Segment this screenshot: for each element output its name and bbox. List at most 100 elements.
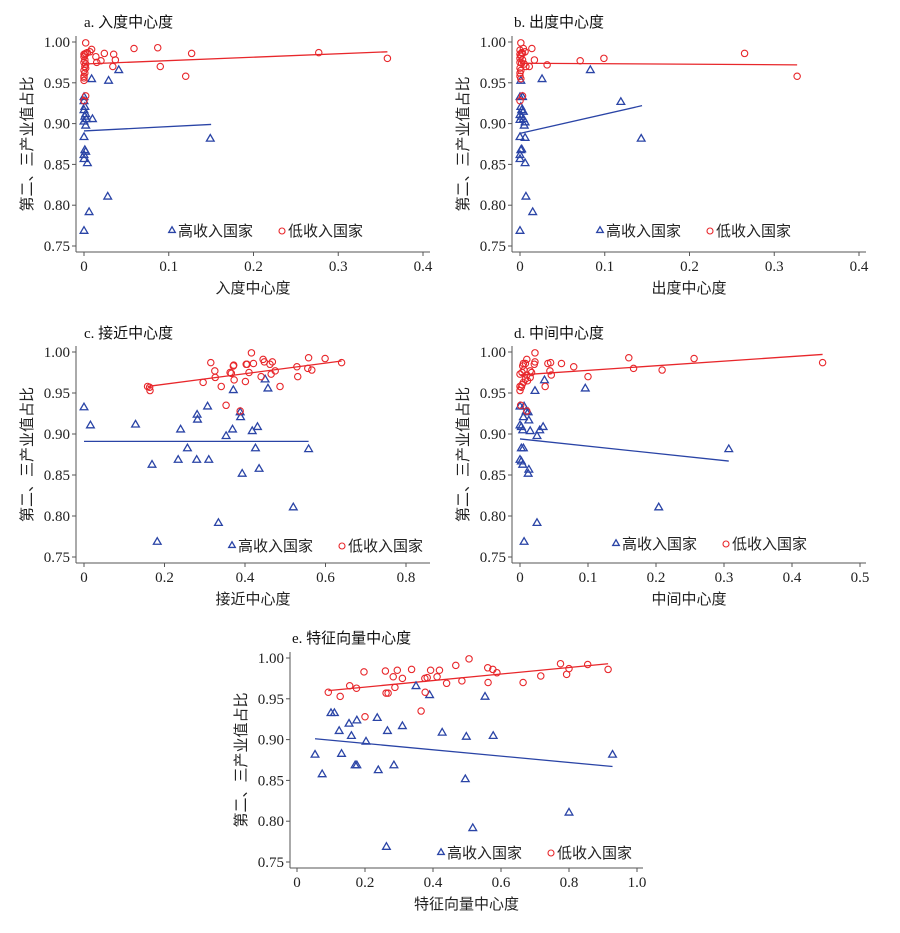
low-income-point xyxy=(516,386,524,395)
low-income-point xyxy=(100,49,109,58)
low-income-point xyxy=(435,666,444,674)
low-income-point xyxy=(519,678,527,687)
low-income-point xyxy=(523,376,532,385)
low-income-point xyxy=(407,665,416,674)
y-tick-label: 0.85 xyxy=(480,157,506,173)
high-income-point xyxy=(480,691,491,700)
low-income-point xyxy=(565,664,573,673)
low-income-point xyxy=(556,659,565,668)
low-income-point xyxy=(452,661,460,670)
high-income-point xyxy=(351,714,362,724)
legend-label-low-income: 低收入国家 xyxy=(716,222,791,240)
low-income-point xyxy=(245,368,253,377)
low-income-point xyxy=(423,673,431,682)
high-income-point xyxy=(80,120,91,129)
panel-d: d. 中间中心度 0.75 0.80 0.85 0.90 0.95 1.00 0 0.1 0.2 0… xyxy=(454,325,869,608)
x-tick-label: 0 xyxy=(80,259,88,275)
high-income-point xyxy=(518,442,529,452)
low-income-point xyxy=(81,39,90,47)
high-income-series xyxy=(79,64,216,234)
y-tick-label: 0.95 xyxy=(44,76,70,92)
legend-label-low-income: 低收入国家 xyxy=(348,537,423,555)
low-income-point xyxy=(271,367,279,375)
low-income-point xyxy=(87,45,96,54)
low-income-point xyxy=(181,72,190,81)
high-income-point xyxy=(461,731,472,740)
high-income-point xyxy=(488,730,499,740)
x-tick-label: 0.4 xyxy=(424,875,443,891)
high-income-point xyxy=(182,442,193,452)
legend-label-high-income: 高收入国家 xyxy=(606,222,681,240)
x-tick-label: 0 xyxy=(293,875,301,891)
high-income-series xyxy=(310,680,618,850)
low-income-point xyxy=(308,366,316,374)
high-income-point xyxy=(381,841,392,850)
low-income-point xyxy=(537,672,545,680)
high-income-point xyxy=(517,459,528,468)
high-income-point xyxy=(288,501,299,511)
low-income-point xyxy=(336,692,344,701)
y-tick-label: 1.00 xyxy=(44,345,70,361)
low-income-point xyxy=(541,382,549,391)
low-income-fit-line xyxy=(83,51,388,65)
high-income-point xyxy=(344,718,355,727)
high-income-point xyxy=(515,225,525,234)
x-tick-label: 0.2 xyxy=(647,570,666,586)
high-income-point xyxy=(564,807,574,816)
panel-b: b. 出度中心度 0.75 0.80 0.85 0.90 0.95 1.00 0 0.1 0.2 0… xyxy=(454,14,869,297)
legend-label-high-income: 高收入国家 xyxy=(238,537,313,555)
x-tick-label: 0.6 xyxy=(316,570,335,586)
low-income-series xyxy=(516,39,801,105)
y-tick-label: 0.75 xyxy=(44,550,70,566)
high-income-point xyxy=(515,114,525,124)
low-income-point xyxy=(543,61,551,69)
x-axis-title: 出度中心度 xyxy=(651,279,726,297)
y-tick-label: 0.80 xyxy=(44,509,70,525)
low-income-point xyxy=(268,358,277,366)
low-income-point xyxy=(690,354,698,363)
panel-c: c. 接近中心度 0.75 0.80 0.85 0.90 0.95 1.00 0 0.2 0.4 0… xyxy=(18,325,430,608)
legend-circle-icon xyxy=(706,227,714,235)
high-income-point xyxy=(515,75,526,84)
high-income-point xyxy=(228,384,239,394)
y-tick-label: 0.95 xyxy=(258,692,284,708)
high-income-point xyxy=(227,424,238,433)
high-income-point xyxy=(520,116,531,126)
high-income-point xyxy=(221,430,232,440)
low-income-point xyxy=(528,44,536,53)
low-income-point xyxy=(207,358,215,367)
low-income-series xyxy=(324,655,612,721)
x-tick-label: 0.2 xyxy=(244,259,263,275)
low-income-point xyxy=(324,688,333,697)
high-income-point xyxy=(424,689,435,699)
low-income-point xyxy=(293,372,302,381)
low-income-point xyxy=(360,668,368,676)
high-income-point xyxy=(519,120,530,129)
y-tick-label: 0.90 xyxy=(44,427,70,443)
high-income-point xyxy=(329,707,340,717)
high-income-point xyxy=(79,401,89,411)
y-tick-label: 1.00 xyxy=(480,35,506,51)
low-income-point xyxy=(345,681,354,690)
high-income-point xyxy=(79,149,89,159)
legend-label-high-income: 高收入国家 xyxy=(622,535,697,553)
high-income-point xyxy=(523,414,534,424)
high-income-point xyxy=(260,373,271,383)
high-income-point xyxy=(334,725,345,735)
high-income-point xyxy=(515,149,525,159)
y-tick-label: 0.80 xyxy=(480,509,506,525)
low-income-point xyxy=(516,382,524,391)
high-income-point xyxy=(202,401,213,410)
high-income-point xyxy=(147,459,158,468)
high-income-point xyxy=(523,464,534,473)
low-income-point xyxy=(516,370,524,378)
high-income-fit-line xyxy=(83,123,212,132)
x-tick-label: 0.1 xyxy=(595,259,614,275)
y-axis-title: 第二、三产业值占比 xyxy=(18,76,36,211)
panel-title: e. 特征向量中心度 xyxy=(292,630,411,647)
x-tick-label: 0.2 xyxy=(356,875,375,891)
low-income-point xyxy=(249,359,258,368)
x-tick-label: 0.3 xyxy=(765,259,784,275)
high-income-fit-line xyxy=(519,105,643,135)
low-income-point xyxy=(383,54,392,63)
